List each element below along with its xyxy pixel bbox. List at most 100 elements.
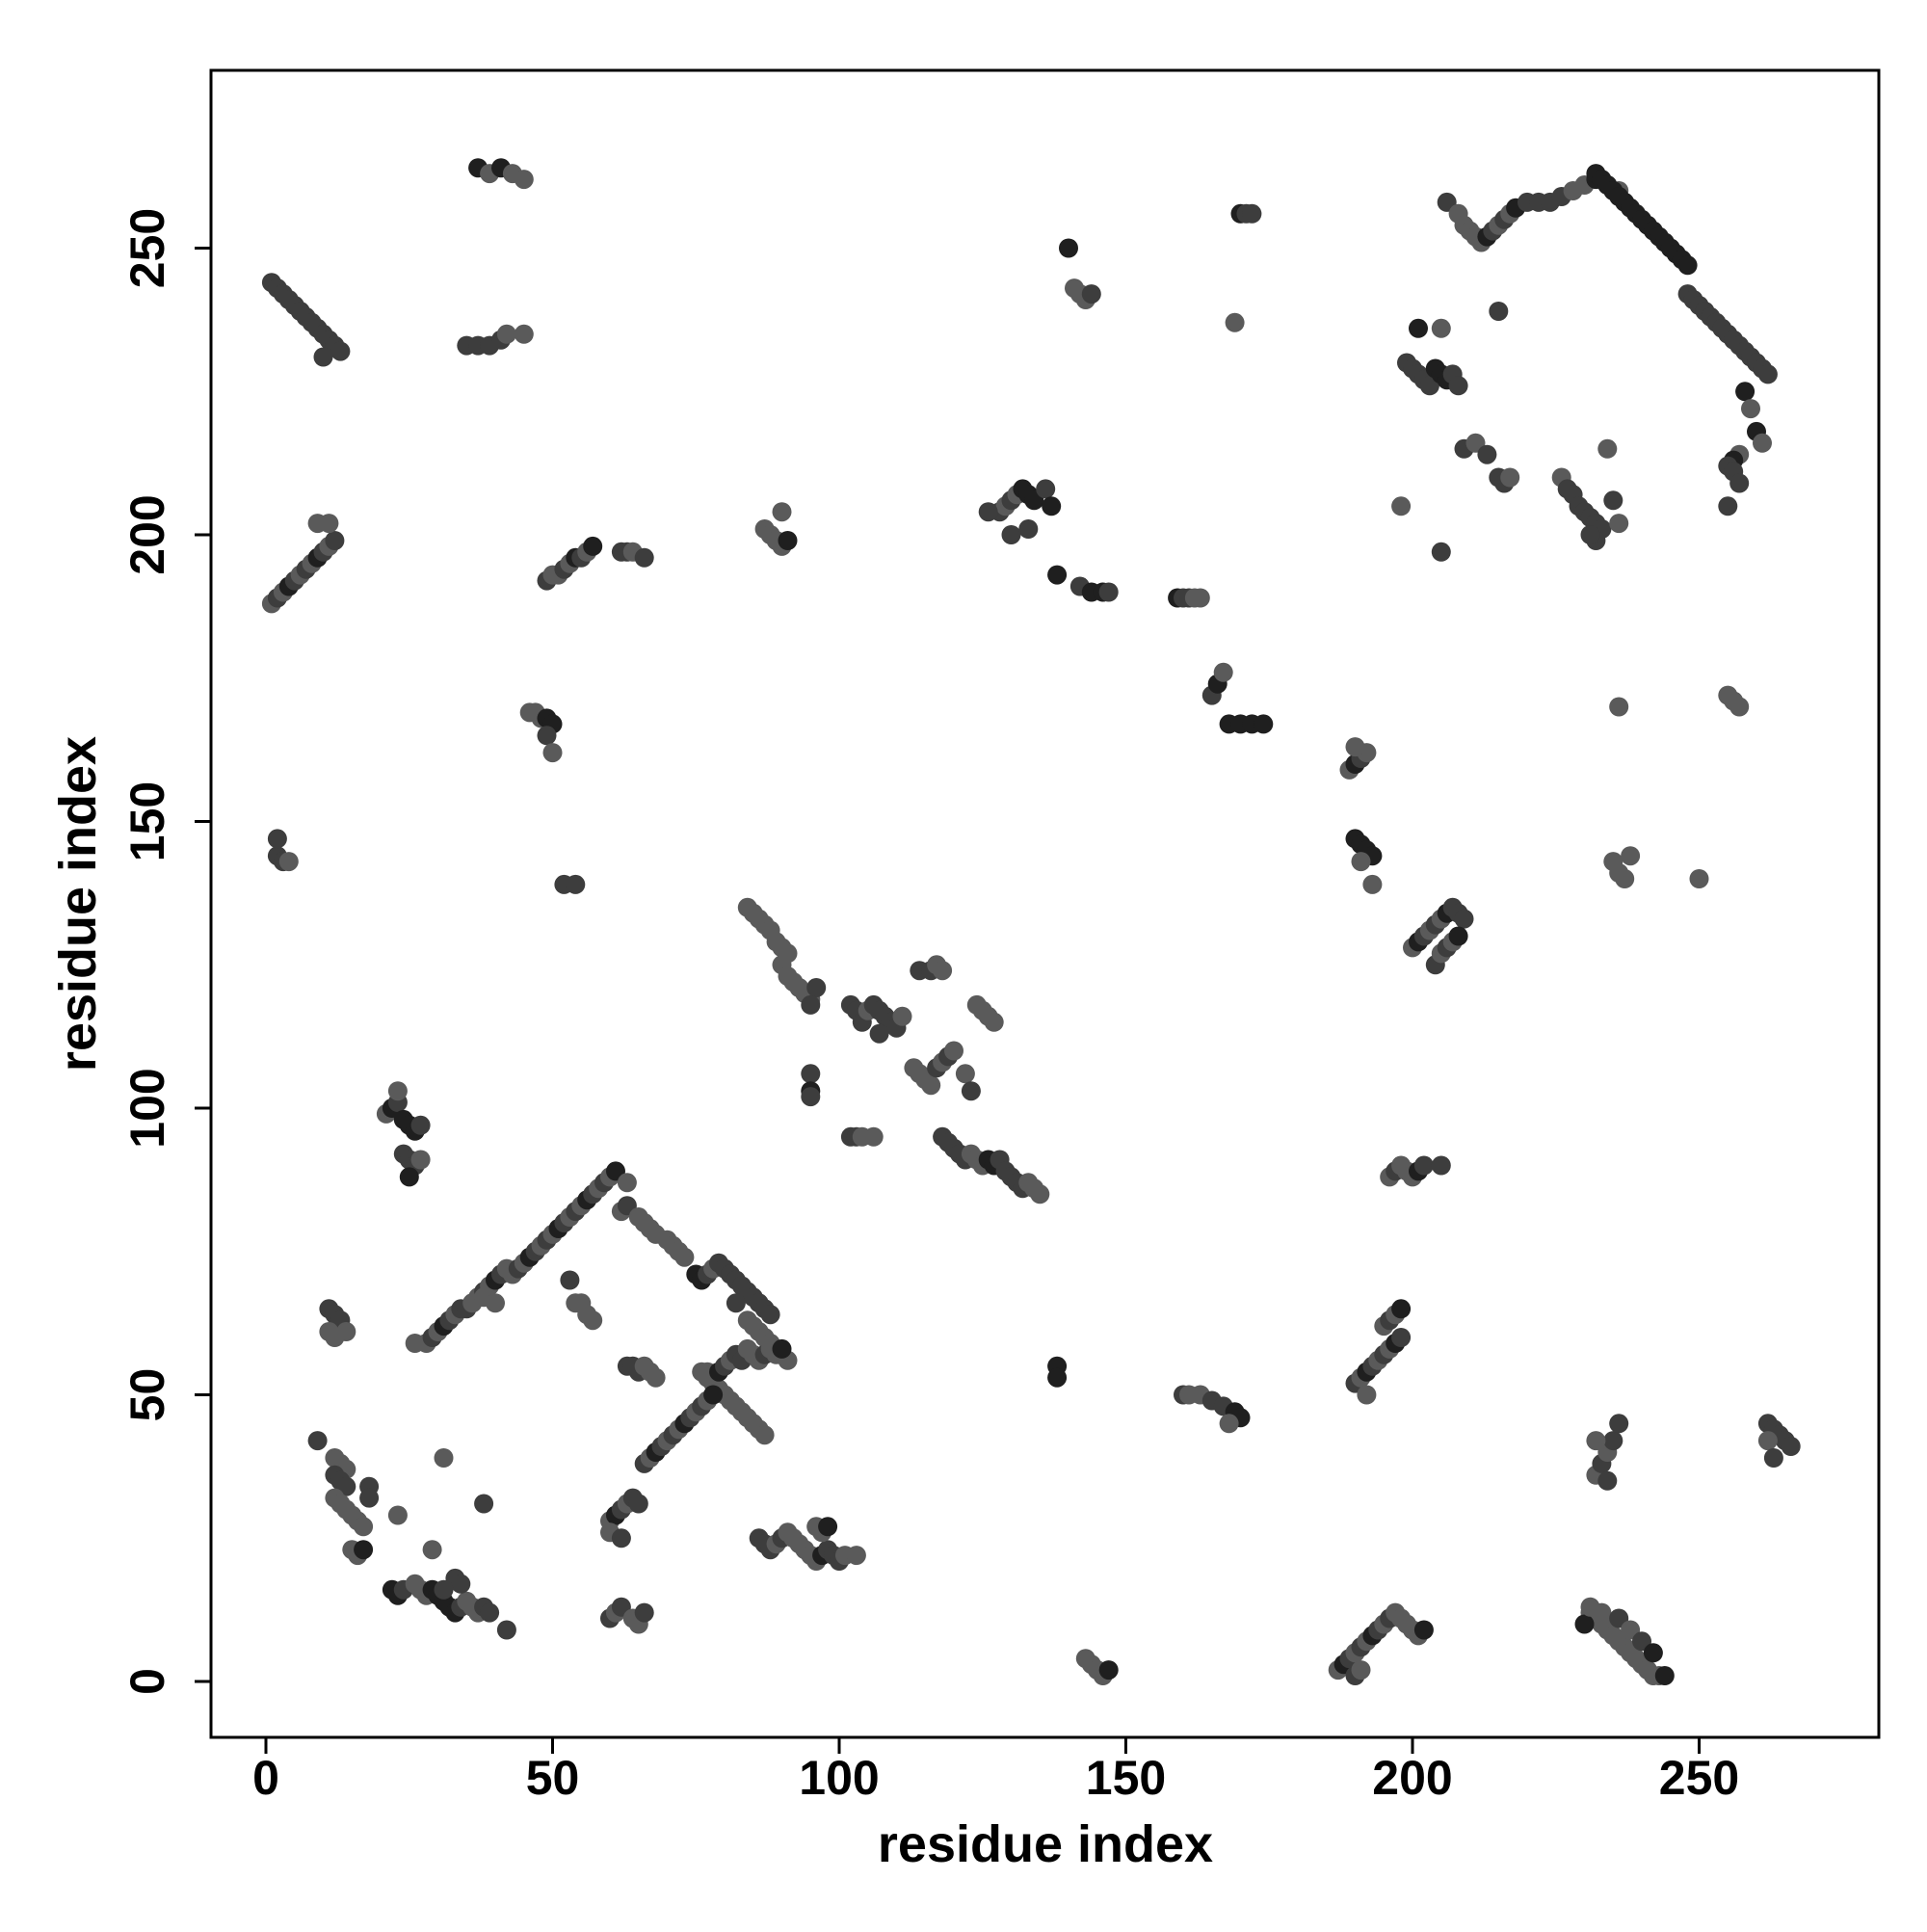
- data-point: [1059, 238, 1078, 258]
- data-point: [387, 1505, 408, 1525]
- y-tick-label: 150: [120, 781, 174, 861]
- data-point: [806, 978, 827, 997]
- data-point: [1409, 318, 1428, 338]
- data-point: [319, 514, 339, 534]
- data-point: [1621, 846, 1641, 866]
- data-point: [313, 347, 333, 367]
- y-tick-label: 0: [120, 1668, 174, 1695]
- y-tick-label: 100: [120, 1068, 174, 1148]
- data-point: [1609, 514, 1629, 534]
- data-point: [1753, 433, 1772, 453]
- data-point: [336, 1322, 356, 1341]
- data-point: [801, 994, 821, 1015]
- data-point: [634, 547, 654, 568]
- x-tick-label: 50: [526, 1751, 580, 1805]
- data-point: [1609, 1414, 1629, 1434]
- data-point: [1351, 852, 1371, 872]
- data-point: [1219, 1414, 1239, 1434]
- data-point: [921, 1075, 941, 1096]
- data-point: [1047, 565, 1068, 585]
- data-point: [801, 1087, 821, 1107]
- data-point: [1081, 284, 1101, 304]
- data-point: [1345, 737, 1365, 757]
- data-point: [422, 1540, 442, 1560]
- data-point: [267, 829, 287, 849]
- data-point: [1735, 382, 1755, 402]
- data-point: [611, 1528, 631, 1548]
- points-layer: [261, 158, 1801, 1685]
- data-point: [325, 531, 345, 550]
- data-point: [772, 502, 792, 522]
- data-point: [1781, 1437, 1801, 1456]
- data-point: [514, 170, 534, 190]
- y-tick-label: 50: [120, 1368, 174, 1422]
- data-point: [434, 1448, 454, 1468]
- y-axis: 0 50 100 150 200 250: [120, 208, 211, 1695]
- data-point: [1391, 496, 1412, 516]
- data-point: [1677, 255, 1698, 276]
- data-point: [978, 502, 998, 522]
- data-point: [1597, 1470, 1618, 1491]
- data-point: [1757, 1431, 1778, 1451]
- data-point: [703, 1385, 724, 1405]
- data-point: [944, 1041, 964, 1061]
- data-point: [1729, 473, 1750, 493]
- data-point: [1391, 1299, 1412, 1319]
- data-point: [1654, 1666, 1675, 1685]
- data-point: [1729, 697, 1750, 717]
- data-point: [1500, 467, 1520, 488]
- data-point: [961, 1081, 981, 1101]
- data-point: [1477, 444, 1497, 464]
- data-point: [480, 1602, 500, 1623]
- x-axis-title: residue index: [878, 1815, 1213, 1873]
- data-point: [1643, 1643, 1663, 1663]
- data-point: [801, 1064, 821, 1084]
- x-tick-label: 0: [252, 1751, 279, 1805]
- data-point: [1592, 1602, 1612, 1623]
- data-point: [772, 1338, 792, 1359]
- data-point: [892, 1006, 912, 1026]
- data-point: [330, 341, 351, 361]
- data-point: [846, 1546, 866, 1566]
- data-point: [1574, 1614, 1595, 1634]
- data-point: [1603, 1431, 1623, 1451]
- data-point: [1242, 203, 1262, 224]
- x-tick-label: 100: [799, 1751, 879, 1805]
- data-point: [646, 1367, 666, 1388]
- data-point: [1615, 869, 1635, 888]
- data-point: [1763, 1448, 1783, 1468]
- data-point: [1030, 1184, 1050, 1204]
- data-point: [537, 726, 557, 746]
- data-point: [1213, 662, 1233, 682]
- data-point: [869, 1023, 889, 1044]
- data-point: [434, 1579, 454, 1600]
- x-tick-label: 200: [1372, 1751, 1452, 1805]
- data-point: [354, 1517, 374, 1537]
- data-point: [583, 1310, 603, 1331]
- data-point: [1042, 496, 1062, 516]
- data-point: [933, 961, 953, 981]
- data-point: [634, 1602, 654, 1623]
- data-point: [307, 1431, 328, 1451]
- data-point: [1413, 1620, 1434, 1640]
- data-point: [1431, 1155, 1451, 1176]
- data-point: [410, 1150, 431, 1170]
- data-point: [1413, 1155, 1434, 1176]
- data-point: [1597, 438, 1618, 459]
- data-point: [496, 1620, 516, 1640]
- data-point: [1098, 1660, 1119, 1681]
- data-point: [486, 1293, 505, 1313]
- data-point: [278, 852, 299, 872]
- data-point: [1580, 525, 1600, 544]
- data-point: [1036, 479, 1056, 499]
- data-point: [760, 1305, 780, 1325]
- data-point: [984, 1012, 1004, 1032]
- data-point: [1190, 588, 1210, 608]
- data-point: [451, 1574, 471, 1594]
- data-point: [754, 1425, 775, 1445]
- data-point: [514, 324, 534, 344]
- data-point: [1225, 312, 1245, 332]
- data-point: [1362, 874, 1383, 894]
- data-point: [542, 743, 563, 763]
